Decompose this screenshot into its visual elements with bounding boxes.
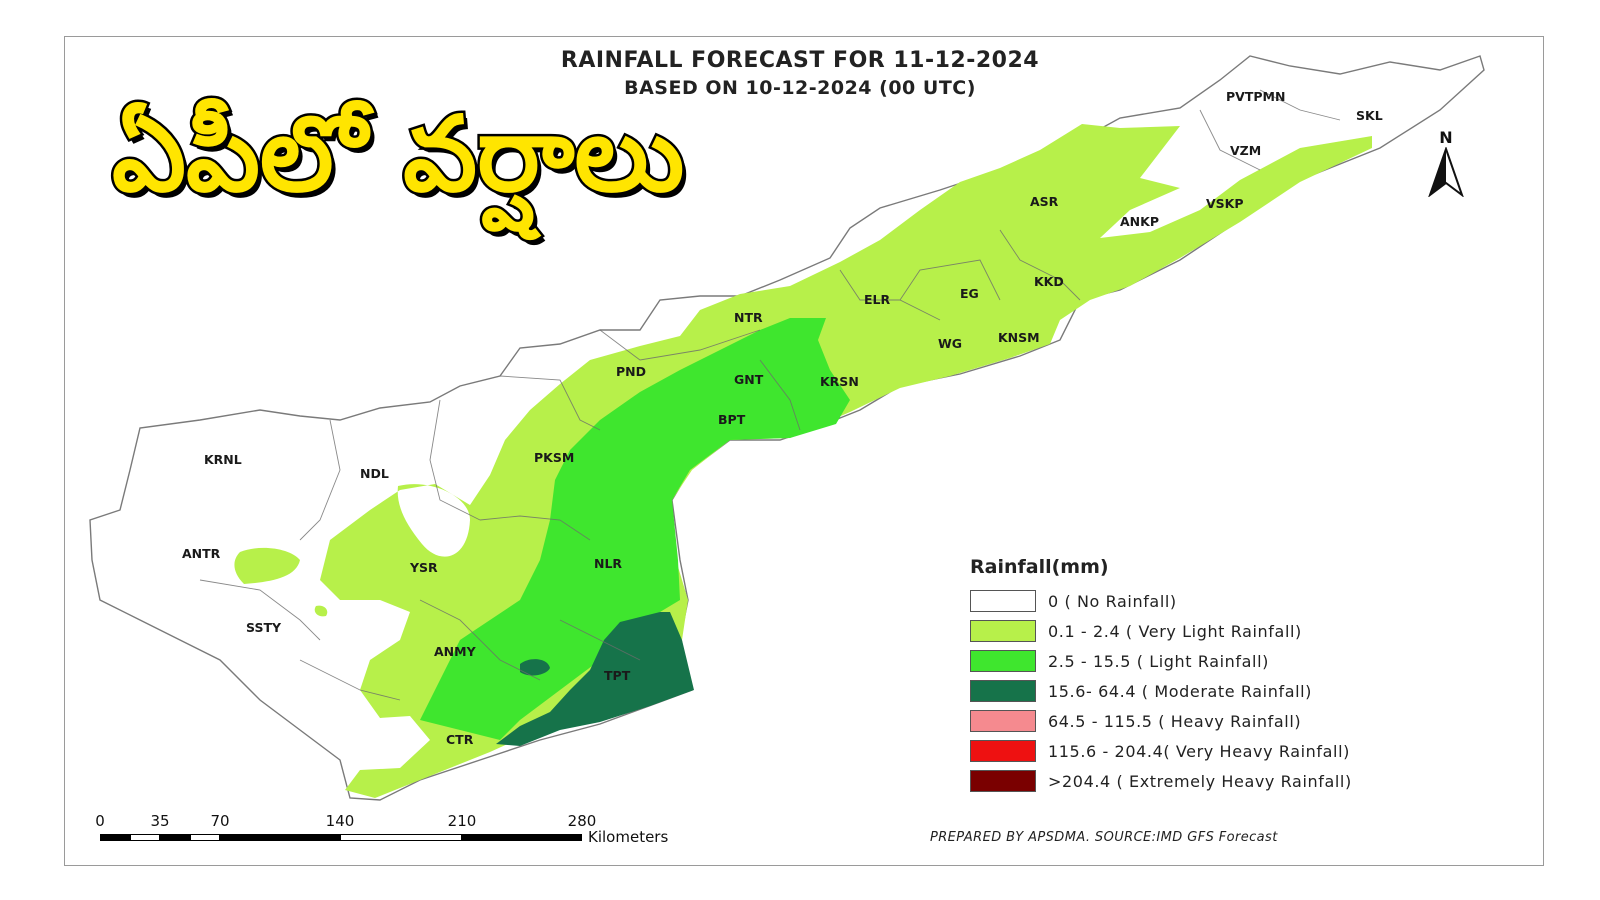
legend-swatch: [970, 770, 1036, 792]
legend-item: 0.1 - 2.4 ( Very Light Rainfall): [970, 616, 1352, 646]
map-subtitle: BASED ON 10-12-2024 (00 UTC): [624, 77, 976, 99]
legend-title: Rainfall(mm): [970, 556, 1109, 578]
map-title: RAINFALL FORECAST FOR 11-12-2024: [560, 48, 1040, 73]
legend-swatch: [970, 620, 1036, 642]
district-label: ANTR: [182, 546, 221, 561]
scale-segment: [130, 834, 160, 841]
district-label: NDL: [360, 466, 389, 481]
north-arrow: N: [1426, 128, 1466, 201]
scale-tick: 35: [150, 812, 170, 830]
legend-label: 115.6 - 204.4( Very Heavy Rainfall): [1048, 741, 1350, 761]
district-label: VSKP: [1206, 196, 1244, 211]
legend-label: 64.5 - 115.5 ( Heavy Rainfall): [1048, 711, 1302, 731]
north-arrow-icon: [1427, 145, 1465, 198]
credit-line: PREPARED BY APSDMA. SOURCE:IMD GFS Forec…: [930, 830, 1278, 845]
legend-label: 0 ( No Rainfall): [1048, 591, 1177, 611]
moderate-rain-zone: [496, 612, 694, 746]
district-label: ASR: [1030, 194, 1059, 209]
scale-tick: 70: [210, 812, 230, 830]
district-label: NLR: [594, 556, 622, 571]
scale-tick: 0: [95, 812, 105, 830]
district-label: YSR: [409, 560, 438, 575]
legend-item: 64.5 - 115.5 ( Heavy Rainfall): [970, 706, 1352, 736]
district-label: ANKP: [1120, 214, 1159, 229]
legend-label: 15.6- 64.4 ( Moderate Rainfall): [1048, 681, 1313, 701]
scale-segment: [462, 834, 582, 841]
district-label: SSTY: [246, 620, 282, 635]
north-label: N: [1439, 128, 1453, 147]
legend-item: 0 ( No Rainfall): [970, 586, 1352, 616]
district-label: TPT: [604, 668, 631, 683]
scale-tick: 210: [447, 812, 477, 830]
legend-swatch: [970, 680, 1036, 702]
scale-unit: Kilometers: [588, 828, 669, 846]
scale-bar: 0 35 70 140 210 280 Kilometers: [90, 812, 710, 852]
scale-tick: 280: [567, 812, 597, 830]
district-label: KRNL: [204, 452, 242, 467]
light-rain-zone: [420, 318, 850, 740]
scale-segment: [100, 834, 130, 841]
legend-label: 0.1 - 2.4 ( Very Light Rainfall): [1048, 621, 1302, 641]
legend-item: 115.6 - 204.4( Very Heavy Rainfall): [970, 736, 1352, 766]
legend-swatch: [970, 710, 1036, 732]
district-label: PKSM: [534, 450, 574, 465]
legend-swatch: [970, 650, 1036, 672]
district-label: KNSM: [998, 330, 1040, 345]
district-label: ANMY: [434, 644, 477, 659]
district-label: PND: [616, 364, 646, 379]
scale-tick: 140: [325, 812, 355, 830]
district-label: VZM: [1230, 143, 1261, 158]
legend-swatch: [970, 740, 1036, 762]
district-label: CTR: [446, 732, 474, 747]
legend-label: >204.4 ( Extremely Heavy Rainfall): [1048, 771, 1352, 791]
legend-swatch: [970, 590, 1036, 612]
district-label: WG: [938, 336, 962, 351]
legend-item: 2.5 - 15.5 ( Light Rainfall): [970, 646, 1352, 676]
headline-telugu: ఏపీలో వర్షాలు: [109, 91, 686, 218]
scale-segment: [190, 834, 220, 841]
district-label: NTR: [734, 310, 763, 325]
district-label: KKD: [1034, 274, 1064, 289]
district-label: KRSN: [820, 374, 859, 389]
district-label: ELR: [864, 292, 891, 307]
district-label: PVTPMN: [1226, 89, 1285, 104]
district-label: GNT: [734, 372, 764, 387]
scale-segment: [220, 834, 340, 841]
legend: Rainfall(mm) 0 ( No Rainfall) 0.1 - 2.4 …: [970, 556, 1352, 796]
district-boundaries: [199, 89, 1341, 701]
legend-label: 2.5 - 15.5 ( Light Rainfall): [1048, 651, 1269, 671]
district-label: EG: [960, 286, 979, 301]
scale-segment: [340, 834, 462, 841]
legend-item: 15.6- 64.4 ( Moderate Rainfall): [970, 676, 1352, 706]
district-label: BPT: [718, 412, 746, 427]
scale-segment: [160, 834, 190, 841]
map-title-block: RAINFALL FORECAST FOR 11-12-2024 BASED O…: [400, 48, 1200, 99]
legend-item: >204.4 ( Extremely Heavy Rainfall): [970, 766, 1352, 796]
district-label: SKL: [1356, 108, 1383, 123]
